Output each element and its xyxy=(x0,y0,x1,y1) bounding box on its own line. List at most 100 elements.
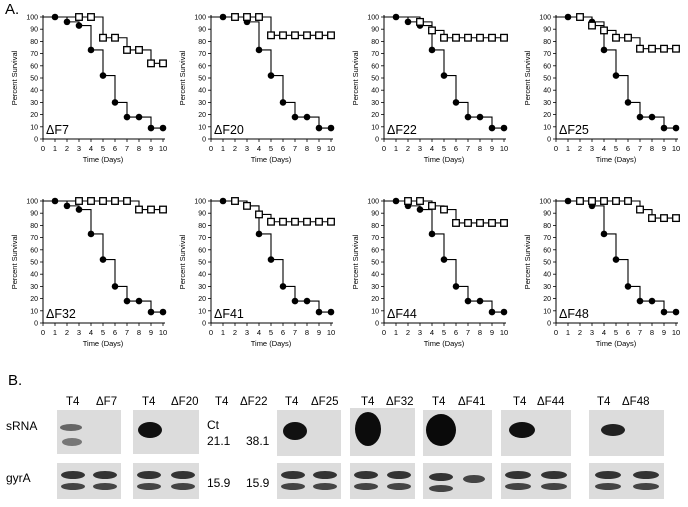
x-tick-label: 5 xyxy=(614,144,618,153)
data-point xyxy=(428,26,436,35)
data-point xyxy=(500,219,508,227)
y-tick-label: 50 xyxy=(198,76,206,83)
srna-blot-image xyxy=(589,410,664,456)
y-tick-label: 100 xyxy=(194,199,206,206)
y-tick-label: 50 xyxy=(30,260,38,267)
data-point xyxy=(255,13,263,21)
y-tick-label: 70 xyxy=(30,235,38,242)
y-tick-label: 40 xyxy=(30,88,38,95)
data-point xyxy=(636,113,644,121)
data-point xyxy=(464,219,472,227)
y-axis-label: Percent Survival xyxy=(523,50,532,105)
x-tick-label: 7 xyxy=(293,144,297,153)
x-tick-label: 4 xyxy=(602,144,606,153)
series-line xyxy=(43,200,163,211)
x-tick-label: 9 xyxy=(317,328,321,337)
data-point xyxy=(87,230,95,238)
x-tick-label: 2 xyxy=(578,328,582,337)
data-point xyxy=(648,113,656,121)
y-tick-label: 20 xyxy=(198,296,206,303)
data-point xyxy=(315,217,323,226)
y-tick-label: 20 xyxy=(30,296,38,303)
x-tick-label: 3 xyxy=(245,144,249,153)
data-point xyxy=(159,308,167,316)
data-point xyxy=(648,44,656,53)
x-tick-label: 5 xyxy=(442,328,446,337)
x-tick-label: 6 xyxy=(454,328,458,337)
gyra-blot-image xyxy=(133,463,199,499)
x-tick-label: 8 xyxy=(478,328,482,337)
x-tick-label: 7 xyxy=(638,328,642,337)
x-tick-label: 2 xyxy=(65,328,69,337)
data-point xyxy=(576,13,584,21)
data-point xyxy=(111,99,119,106)
x-tick-label: 10 xyxy=(672,328,680,337)
y-tick-label: 80 xyxy=(30,223,38,230)
data-point xyxy=(476,219,484,227)
lane-mutant-label: ΔF7 xyxy=(96,396,118,408)
x-tick-label: 1 xyxy=(394,144,398,153)
srna-blot-image xyxy=(133,410,199,454)
data-point xyxy=(464,113,472,121)
x-tick-label: 0 xyxy=(41,144,45,153)
x-tick-label: 8 xyxy=(137,328,141,337)
data-point xyxy=(147,205,155,214)
y-tick-label: 0 xyxy=(34,321,38,328)
y-tick-label: 100 xyxy=(539,15,551,22)
x-axis-label: Time (Days) xyxy=(424,155,465,164)
data-point xyxy=(600,26,608,35)
data-point xyxy=(672,124,680,132)
lane-mutant-label: ΔF41 xyxy=(458,396,486,408)
data-point xyxy=(75,13,83,21)
data-point xyxy=(440,72,448,79)
x-tick-label: 10 xyxy=(159,144,167,153)
y-tick-label: 80 xyxy=(30,39,38,46)
y-tick-label: 100 xyxy=(367,15,379,22)
data-point xyxy=(87,13,95,21)
x-tick-label: 0 xyxy=(209,328,213,337)
data-point xyxy=(159,205,167,214)
y-tick-label: 60 xyxy=(30,247,38,254)
data-point xyxy=(291,297,299,305)
data-point xyxy=(500,308,508,316)
data-point xyxy=(636,297,644,305)
x-tick-label: 4 xyxy=(257,328,261,337)
y-tick-label: 60 xyxy=(543,247,551,254)
x-tick-label: 6 xyxy=(454,144,458,153)
y-tick-label: 20 xyxy=(543,296,551,303)
gyra-blot-image xyxy=(501,463,571,499)
data-point xyxy=(588,21,596,30)
y-axis-label: Percent Survival xyxy=(351,50,360,105)
chart-annotation: ΔF41 xyxy=(214,307,244,321)
data-point xyxy=(600,46,608,54)
x-tick-label: 8 xyxy=(305,144,309,153)
y-tick-label: 30 xyxy=(30,100,38,107)
y-tick-label: 40 xyxy=(198,88,206,95)
y-tick-label: 100 xyxy=(539,199,551,206)
x-tick-label: 8 xyxy=(650,328,654,337)
y-tick-label: 0 xyxy=(34,137,38,144)
data-point xyxy=(147,308,155,316)
y-tick-label: 90 xyxy=(198,211,206,218)
x-tick-label: 4 xyxy=(430,328,434,337)
data-point xyxy=(660,124,668,132)
x-tick-label: 6 xyxy=(626,328,630,337)
x-axis-label: Time (Days) xyxy=(83,339,124,348)
x-tick-label: 3 xyxy=(77,144,81,153)
y-tick-label: 0 xyxy=(202,137,206,144)
x-tick-label: 1 xyxy=(566,144,570,153)
data-point xyxy=(612,197,620,205)
y-tick-label: 20 xyxy=(30,112,38,119)
data-point xyxy=(267,256,275,263)
lane-t4-label: T4 xyxy=(513,396,527,408)
y-tick-label: 70 xyxy=(543,51,551,58)
x-tick-label: 7 xyxy=(125,144,129,153)
data-point xyxy=(428,46,436,54)
lane-mutant-label: ΔF20 xyxy=(171,396,199,408)
data-point xyxy=(327,308,335,316)
data-point xyxy=(636,205,644,214)
lane-t4-label: T4 xyxy=(142,396,156,408)
